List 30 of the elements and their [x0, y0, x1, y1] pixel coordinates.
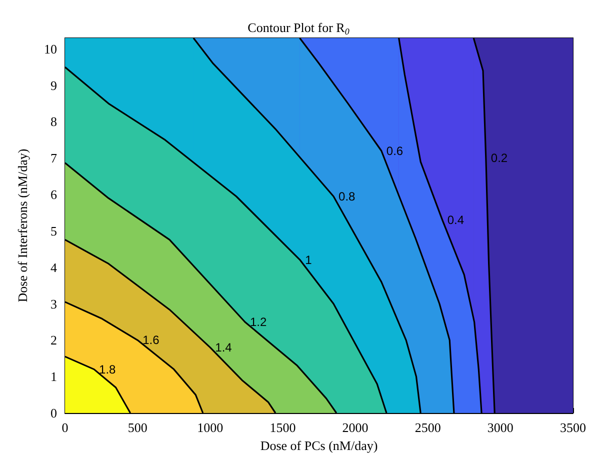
x-tick-label: 0 [62, 420, 68, 435]
series-label: 0.2 [490, 151, 508, 166]
x-tick-label: 2000 [342, 420, 368, 435]
series-label: 0.4 [447, 213, 464, 228]
series-label: 1.2 [250, 314, 267, 329]
x-tick-label: 3000 [487, 420, 514, 435]
x-tick-label: 500 [128, 420, 148, 435]
y-tick-label: 8 [50, 114, 57, 130]
y-tick-label: 5 [50, 223, 57, 238]
series-label: 1.4 [215, 340, 232, 354]
x-tick-label: 1000 [197, 420, 224, 435]
x-tick-label: 2500 [414, 420, 441, 435]
y-tick-label: 7 [50, 150, 58, 166]
y-tick-label: 1 [50, 369, 57, 384]
x-tick-label: 1500 [270, 420, 296, 435]
y-tick-label: 10 [44, 41, 57, 56]
series-label: 1 [305, 253, 312, 268]
series-label: 1.6 [142, 333, 160, 348]
y-tick-label: 0 [50, 406, 57, 420]
y-tick-label: 2 [50, 332, 57, 348]
y-tick-label: 6 [50, 187, 58, 202]
series-label: 0.8 [338, 189, 356, 204]
x-axis-title: Dose of PCs (nM/day) [260, 438, 378, 453]
y-tick-label: 9 [50, 78, 57, 93]
y-axis-title: Dose of Interferons (nM/day) [15, 148, 30, 302]
y-tick-label: 3 [50, 296, 57, 312]
series-label: 1.8 [99, 362, 116, 376]
x-tick-label: 3500 [560, 420, 586, 435]
series-label: 0.6 [386, 144, 404, 158]
y-tick-label: 4 [50, 260, 58, 275]
